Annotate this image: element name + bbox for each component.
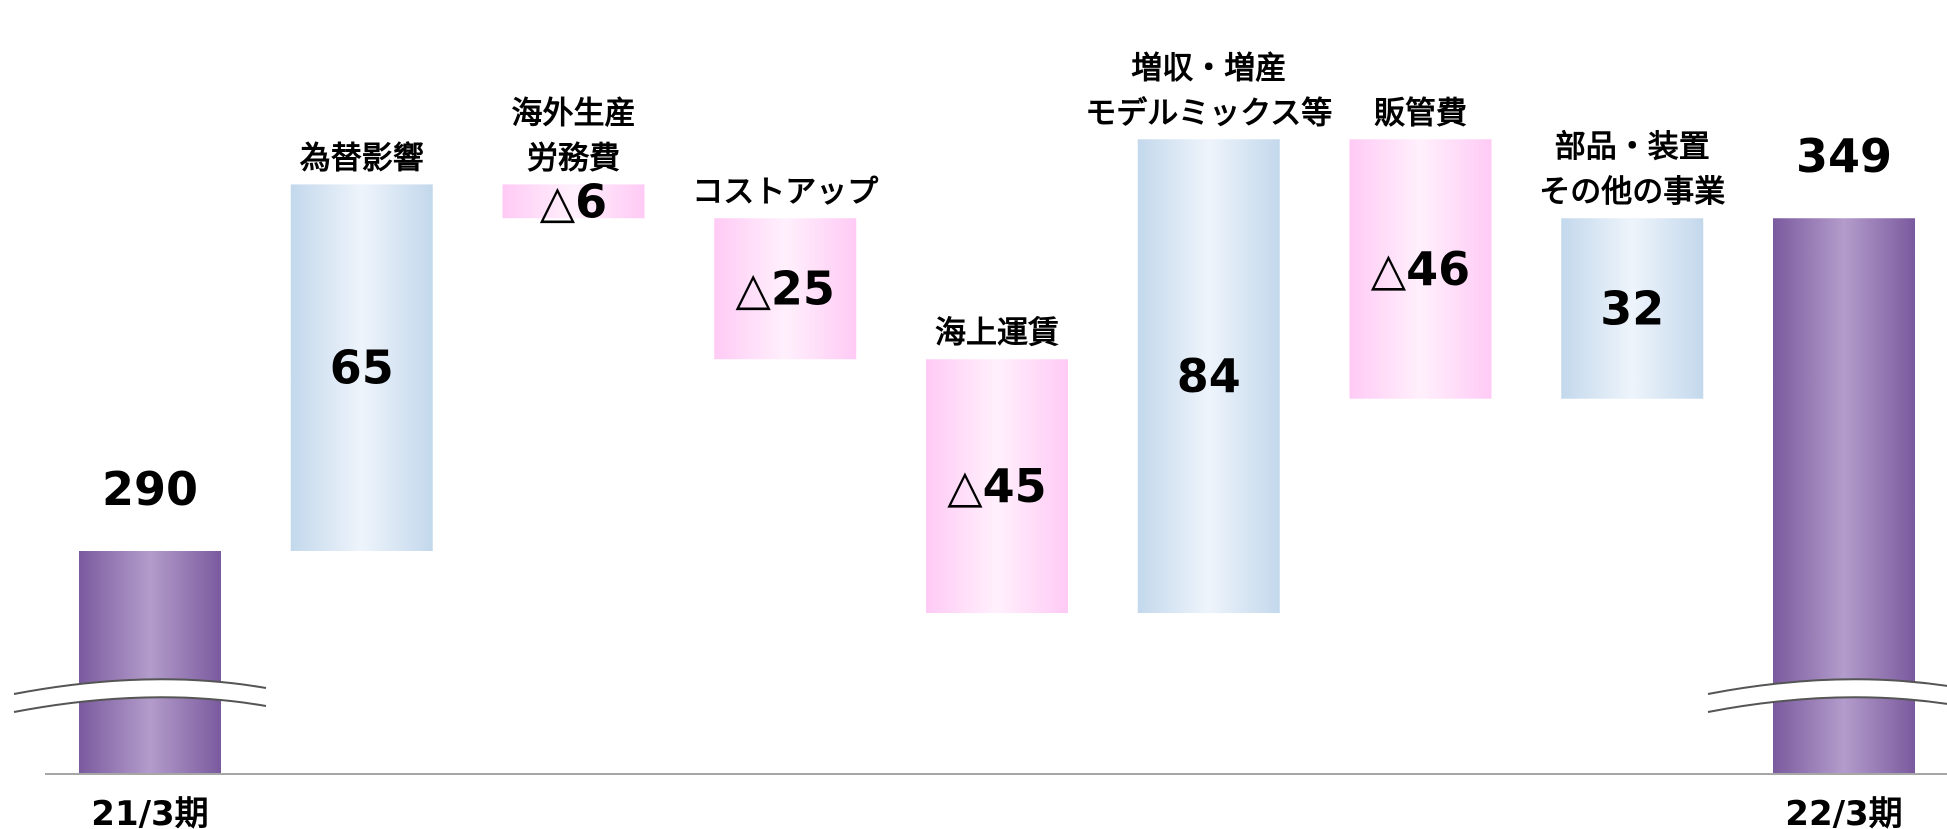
- bar-start: [79, 551, 221, 774]
- category-label-parts-0: 部品・装置: [1555, 129, 1710, 165]
- category-label-fx-0: 為替影響: [300, 140, 424, 176]
- value-label-cost: △25: [736, 262, 835, 316]
- bar-sga: [1349, 139, 1492, 399]
- bar-freight: [926, 359, 1068, 614]
- bar-parts: [1561, 218, 1704, 399]
- category-label-sga-0: 販管費: [1374, 95, 1467, 131]
- axis-break-band-end: [1708, 679, 1947, 712]
- bar-cost: [714, 218, 857, 360]
- value-label-labor: △6: [540, 174, 607, 228]
- value-label-parts: 32: [1600, 281, 1664, 335]
- value-label-sales: 84: [1177, 349, 1241, 403]
- value-label-fx: 65: [330, 341, 394, 395]
- value-label-sga: △46: [1371, 242, 1470, 296]
- category-label-sales-0: 増収・増産: [1131, 50, 1286, 86]
- axis-break-line-bottom-start: [13, 696, 267, 713]
- category-label-parts-1: その他の事業: [1539, 174, 1725, 210]
- value-label-start: 290: [102, 462, 198, 516]
- category-label-sales-1: モデルミックス等: [1085, 95, 1332, 131]
- bar-sales: [1137, 139, 1280, 614]
- axis-break-line-top-end: [1707, 678, 1947, 695]
- axis-break-line-bottom-end: [1707, 696, 1947, 713]
- category-label-labor-1: 労務費: [527, 140, 620, 176]
- period-label-start: 21/3期: [91, 794, 208, 829]
- category-label-cost-0: コストアップ: [692, 174, 879, 210]
- axis-break-band-start: [14, 679, 266, 712]
- period-label-end: 22/3期: [1785, 794, 1902, 829]
- category-label-labor-0: 海外生産: [512, 95, 636, 131]
- axis-break-line-top-start: [13, 678, 267, 695]
- value-label-freight: △45: [947, 459, 1046, 513]
- bar-labor: [502, 184, 645, 219]
- category-label-freight-0: 海上運賃: [935, 315, 1059, 351]
- value-label-end: 349: [1796, 129, 1892, 183]
- bar-fx: [290, 184, 433, 551]
